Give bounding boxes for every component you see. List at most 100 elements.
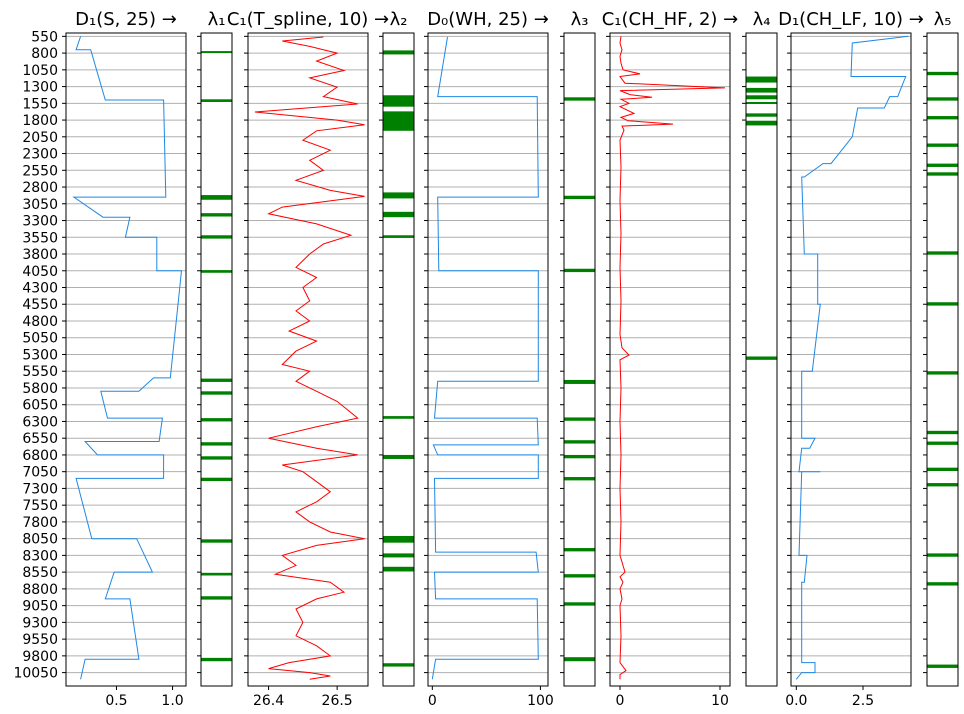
y-axis-tick-label: 6800 xyxy=(22,448,58,464)
panel-2-band xyxy=(201,213,232,217)
y-axis-tick-label: 3300 xyxy=(22,214,58,230)
panel-10-band xyxy=(927,97,958,101)
y-axis-tick-label: 6300 xyxy=(22,414,58,430)
panel-10-band xyxy=(927,483,958,487)
panel-3-xtick-label: 26.5 xyxy=(322,693,353,709)
y-axis-tick-label: 9050 xyxy=(22,599,58,615)
panel-2-band xyxy=(201,51,232,54)
panel-10-band xyxy=(927,172,958,176)
panel-8-band xyxy=(746,95,777,100)
panel-8-band xyxy=(746,356,777,360)
panel-4-band xyxy=(383,566,414,572)
y-axis-tick-label: 4300 xyxy=(22,281,58,297)
y-axis-tick-label: 5300 xyxy=(22,347,58,363)
panel-10-band xyxy=(927,430,958,435)
panel-2-title: λ₁ xyxy=(208,9,226,30)
panel-10-band xyxy=(927,71,958,76)
panel-4-band xyxy=(383,111,414,131)
panel-10-frame xyxy=(926,32,959,687)
panel-7-series-line xyxy=(618,36,726,680)
panel-2-band xyxy=(201,391,232,395)
panel-4-band xyxy=(383,553,414,558)
panel-9-series-line xyxy=(795,35,909,680)
panel-6-band xyxy=(564,379,595,384)
panel-6-band xyxy=(564,657,595,662)
panel-6-band xyxy=(564,417,595,421)
panel-10-band xyxy=(927,371,958,375)
y-axis-tick-label: 1550 xyxy=(22,96,58,112)
y-axis-tick-label: 2300 xyxy=(22,147,58,163)
panel-4-frame xyxy=(382,32,415,687)
y-axis-tick-label: 4050 xyxy=(22,264,58,280)
panel-10-band xyxy=(927,143,958,147)
y-axis-tick-label: 3550 xyxy=(22,230,58,246)
y-axis-tick-label: 4800 xyxy=(22,314,58,330)
panel-6-band xyxy=(564,440,595,444)
panel-2-band xyxy=(201,418,232,422)
panel-4-band xyxy=(383,95,414,107)
panel-8-band xyxy=(746,87,777,93)
panel-2-band xyxy=(201,539,232,543)
panel-10-band xyxy=(927,467,958,472)
panel-2-band xyxy=(201,456,232,460)
y-axis-tick-label: 800 xyxy=(31,46,58,62)
panel-2-band xyxy=(201,442,232,446)
y-axis-tick-label: 7300 xyxy=(22,481,58,497)
y-axis-tick-label: 4550 xyxy=(22,297,58,313)
panel-6-band xyxy=(564,97,595,101)
y-axis-tick-label: 1800 xyxy=(22,113,58,129)
panel-8-title: λ₄ xyxy=(753,9,771,30)
panel-10-title: λ₅ xyxy=(934,9,952,30)
panel-2-band xyxy=(201,195,232,200)
y-axis-tick-label: 2050 xyxy=(22,130,58,146)
panel-8-band xyxy=(746,113,777,117)
panel-10-band xyxy=(927,582,958,586)
panel-10-band xyxy=(927,302,958,306)
y-axis-tick-label: 5800 xyxy=(22,381,58,397)
panel-6-band xyxy=(564,195,595,200)
panel-10-band xyxy=(927,116,958,120)
panel-6-band xyxy=(564,574,595,578)
panel-5-frame xyxy=(427,32,549,687)
y-axis-tick-label: 8300 xyxy=(22,548,58,564)
panel-2-band xyxy=(201,657,232,662)
panel-7-title: C₁(CH_HF, 2) → xyxy=(602,9,739,30)
panel-4-title: λ₂ xyxy=(390,9,408,30)
panel-7-xtick-label: 0 xyxy=(616,693,625,709)
panel-2-band xyxy=(201,270,232,273)
panel-1-frame xyxy=(65,32,187,687)
panel-2-band xyxy=(201,572,232,576)
panel-2-frame xyxy=(200,32,233,687)
y-axis-tick-label: 2800 xyxy=(22,180,58,196)
panel-2-band xyxy=(201,596,232,600)
panel-1-series-line xyxy=(72,36,183,680)
panel-1-xtick-label: 1.0 xyxy=(161,693,183,709)
y-axis-tick-label: 2550 xyxy=(22,163,58,179)
panel-5-xtick-label: 0 xyxy=(428,693,437,709)
panel-2-band xyxy=(201,99,232,102)
panel-4-band xyxy=(383,454,414,459)
y-axis-tick-label: 3050 xyxy=(22,197,58,213)
panel-4-band xyxy=(383,50,414,55)
y-axis-tick-label: 7050 xyxy=(22,465,58,481)
panel-3-frame xyxy=(247,32,369,687)
panel-3-xtick-label: 26.4 xyxy=(253,693,284,709)
panel-2-band xyxy=(201,235,232,239)
panel-1-title: D₁(S, 25) → xyxy=(75,9,177,30)
y-axis-tick-label: 7800 xyxy=(22,515,58,531)
panel-3-series-line xyxy=(254,36,365,680)
panel-1-xtick-label: 0.5 xyxy=(105,693,127,709)
panel-9-title: D₁(CH_LF, 10) → xyxy=(778,9,924,30)
y-axis-tick-label: 9550 xyxy=(22,632,58,648)
panel-2-band xyxy=(201,378,232,382)
panel-7-frame xyxy=(609,32,731,687)
y-axis-tick-label: 8050 xyxy=(22,532,58,548)
panel-6-title: λ₃ xyxy=(571,9,589,30)
panel-9-frame xyxy=(790,32,912,687)
panel-8-frame xyxy=(745,32,778,687)
panel-3-title: C₁(T_spline, 10) → xyxy=(227,9,389,30)
panel-4-band xyxy=(383,663,414,667)
panel-5-series-line xyxy=(431,36,539,680)
y-axis-tick-label: 10050 xyxy=(13,666,58,682)
